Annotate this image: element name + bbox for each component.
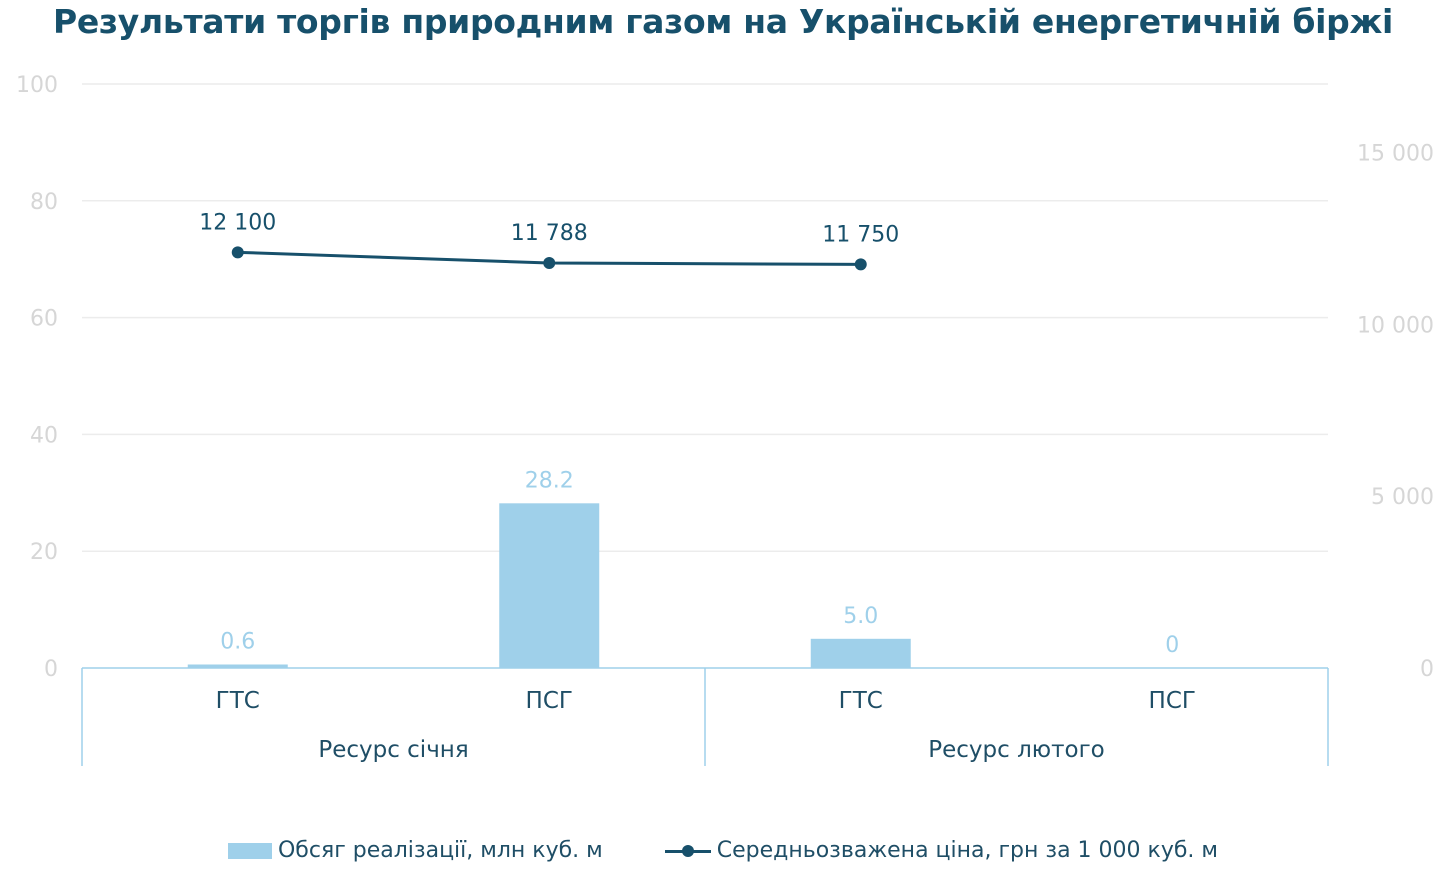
- y-left-tick-label: 40: [30, 423, 58, 448]
- y-right-tick-label: 15 000: [1357, 142, 1434, 167]
- y-axis-right: 0 5 000 10 000 15 000: [1357, 142, 1434, 682]
- x-category-label: ГТС: [839, 688, 883, 714]
- legend: Обсяг реалізації, млн куб. м Середньозва…: [0, 838, 1446, 863]
- price-point: [231, 246, 244, 259]
- y-left-tick-label: 0: [44, 657, 58, 682]
- bar-data-label: 0.6: [220, 629, 255, 654]
- line-series: 12 100 11 788 11 750: [199, 210, 899, 271]
- price-data-label: 11 750: [822, 222, 899, 247]
- x-group-label: Ресурс січня: [318, 737, 468, 763]
- price-point: [543, 257, 556, 270]
- price-point: [854, 258, 867, 271]
- x-category-label: ПСГ: [1149, 688, 1196, 714]
- bar-data-label: 5.0: [843, 604, 878, 629]
- bar: [187, 664, 288, 668]
- legend-item-volume[interactable]: Обсяг реалізації, млн куб. м: [227, 838, 603, 863]
- y-right-tick-label: 0: [1420, 657, 1434, 682]
- y-left-tick-label: 100: [16, 73, 58, 98]
- y-left-tick-label: 60: [30, 307, 58, 332]
- price-data-label: 12 100: [199, 210, 276, 235]
- y-right-tick-label: 10 000: [1357, 313, 1434, 338]
- x-category-label: ПСГ: [526, 688, 573, 714]
- legend-swatch-line: [664, 843, 711, 859]
- price-data-label: 11 788: [511, 221, 588, 246]
- y-axis-left: 0 20 40 60 80 100: [16, 73, 58, 682]
- y-right-tick-label: 5 000: [1371, 485, 1434, 510]
- legend-label-volume: Обсяг реалізації, млн куб. м: [277, 838, 603, 863]
- x-category-label: ГТС: [216, 688, 260, 714]
- bar-series: 0.6 28.2 5.0 0: [187, 468, 1179, 668]
- bar: [499, 503, 600, 668]
- legend-swatch-bar: [227, 842, 272, 859]
- y-left-tick-label: 20: [30, 540, 58, 565]
- gridlines: [82, 83, 1328, 552]
- legend-label-price: Середньозважена ціна, грн за 1 000 куб. …: [716, 838, 1218, 863]
- bar-data-label: 28.2: [525, 468, 574, 493]
- chart-title: Результати торгів природним газом на Укр…: [52, 2, 1394, 41]
- x-group-label: Ресурс лютого: [928, 737, 1105, 763]
- y-left-tick-label: 80: [30, 190, 58, 215]
- legend-item-price[interactable]: Середньозважена ціна, грн за 1 000 куб. …: [664, 838, 1218, 863]
- bar: [810, 638, 911, 668]
- bar-data-label: 0: [1165, 633, 1179, 658]
- x-axis: ГТС ПСГ ГТС ПСГ Ресурс січня Ресурс лютого: [81, 667, 1329, 766]
